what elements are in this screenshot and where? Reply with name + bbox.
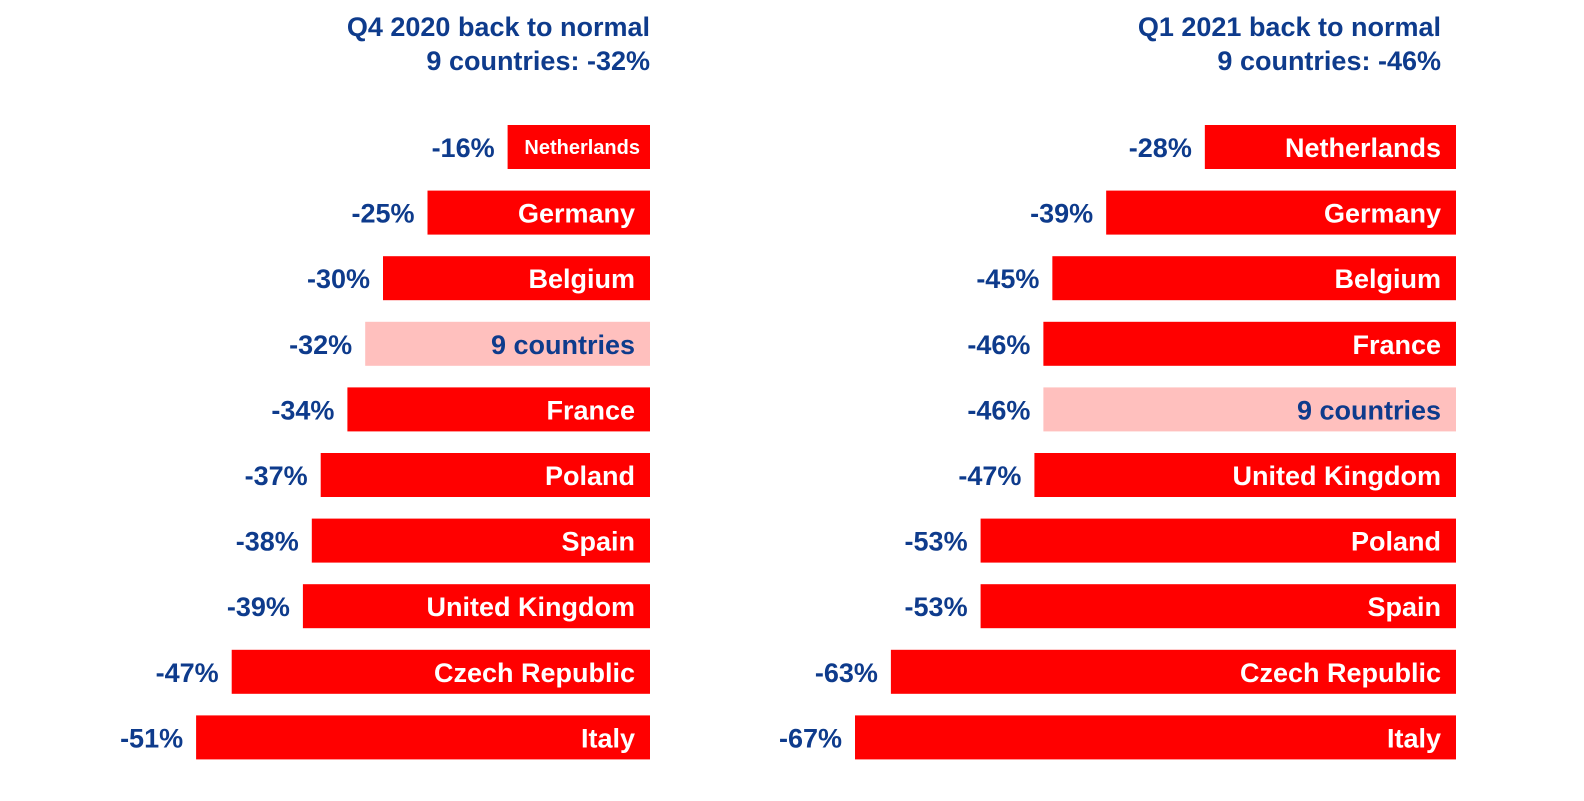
value-label: -39%: [227, 592, 290, 622]
value-label: -45%: [976, 264, 1039, 294]
category-label: Poland: [1351, 527, 1441, 557]
value-label: -47%: [958, 461, 1021, 491]
bar: [427, 190, 650, 235]
chart-title: Q1 2021 back to normal 9 countries: -46%: [1138, 10, 1441, 78]
bar-highlight: [365, 321, 650, 366]
category-label: France: [1352, 330, 1441, 360]
chart-title-line1: Q1 2021 back to normal: [1137, 12, 1441, 42]
bar: [1043, 321, 1456, 366]
category-label: Germany: [518, 199, 635, 229]
category-label: 9 countries: [491, 330, 635, 360]
category-label: Italy: [581, 723, 635, 753]
bar: [311, 518, 650, 563]
category-label: Spain: [561, 527, 635, 557]
value-label: -53%: [905, 527, 968, 557]
bar: [890, 649, 1456, 694]
bar: [980, 584, 1456, 629]
value-label: -28%: [1129, 133, 1192, 163]
bar: [383, 256, 650, 301]
value-label: -38%: [236, 527, 299, 557]
value-label: -16%: [432, 133, 495, 163]
category-label: Belgium: [1334, 264, 1441, 294]
chart-q1-2021: Q1 2021 back to normal 9 countries: -46%…: [779, 0, 1456, 801]
chart-title: Q4 2020 back to normal 9 countries: -32%: [347, 10, 650, 78]
value-label: -32%: [289, 330, 352, 360]
bar: [1052, 256, 1456, 301]
bar: [507, 125, 650, 169]
chart-title-line2: 9 countries: -32%: [426, 46, 650, 76]
value-label: -67%: [779, 723, 842, 753]
category-label: Germany: [1324, 199, 1441, 229]
chart-title-line2: 9 countries: -46%: [1217, 46, 1441, 76]
category-label: Poland: [545, 461, 635, 491]
category-label: United Kingdom: [1233, 461, 1441, 491]
value-label: -39%: [1030, 199, 1093, 229]
value-label: -47%: [156, 658, 219, 688]
value-label: -30%: [307, 264, 370, 294]
category-label: Spain: [1367, 592, 1441, 622]
bar: [1034, 453, 1456, 497]
category-label: France: [546, 395, 635, 425]
bar: [347, 387, 650, 432]
category-label: 9 countries: [1297, 395, 1441, 425]
bar-highlight: [1043, 387, 1456, 432]
bar: [980, 518, 1456, 563]
category-label: Netherlands: [1285, 133, 1441, 163]
bar: [1106, 190, 1456, 235]
bar: [1204, 125, 1456, 169]
bar-chart-plot: Netherlands -16% Germany -25% Belgium -30% 9 c…: [120, 125, 650, 760]
value-label: -51%: [120, 723, 183, 753]
bar-chart-plot: Netherlands -28% Germany -39% Belgium -45% Fra…: [779, 125, 1456, 760]
value-label: -63%: [815, 658, 878, 688]
category-label: Belgium: [528, 264, 635, 294]
bar: [302, 584, 650, 629]
value-label: -25%: [351, 199, 414, 229]
bar: [196, 715, 650, 760]
category-label: Czech Republic: [434, 658, 635, 688]
bar: [231, 649, 650, 694]
value-label: -34%: [271, 395, 334, 425]
value-label: -46%: [967, 330, 1030, 360]
category-label: Netherlands: [524, 137, 640, 159]
bar: [320, 453, 650, 497]
chart-q4-2020: Q4 2020 back to normal 9 countries: -32%…: [0, 0, 650, 801]
category-label: Italy: [1387, 723, 1441, 753]
chart-title-line1: Q4 2020 back to normal: [346, 12, 650, 42]
value-label: -53%: [905, 592, 968, 622]
value-label: -37%: [245, 461, 308, 491]
value-label: -46%: [967, 395, 1030, 425]
bar: [855, 715, 1456, 760]
category-label: Czech Republic: [1240, 658, 1441, 688]
category-label: United Kingdom: [427, 592, 635, 622]
